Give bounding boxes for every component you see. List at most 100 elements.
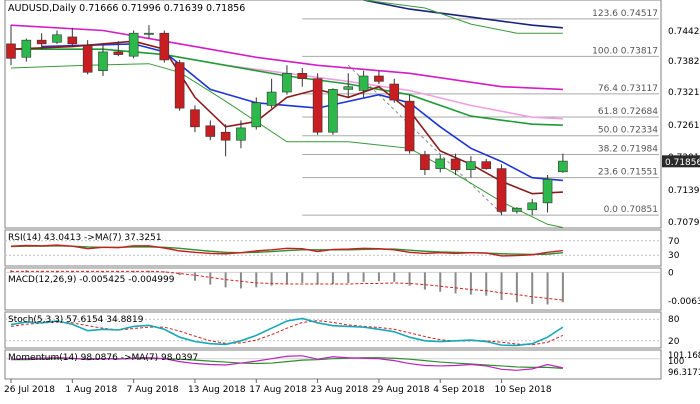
current-price-label: 0.71856	[665, 158, 700, 168]
date-label: 29 Aug 2018	[372, 385, 430, 395]
fib-label-5: 38.2 0.71984	[598, 144, 658, 154]
candle-body	[450, 158, 461, 170]
macd-pane-frame	[4, 267, 662, 311]
date-label: 23 Aug 2018	[311, 385, 369, 395]
candle-body	[435, 158, 446, 169]
candle	[128, 30, 139, 59]
candle-body	[21, 39, 32, 58]
macd-bar	[500, 272, 503, 301]
macd-bar	[331, 272, 334, 285]
candle-body	[128, 32, 139, 57]
candle-body	[328, 89, 338, 133]
macd-tick-label: -0.006331	[668, 297, 700, 307]
macd-bar	[377, 272, 380, 282]
price-tick-label: 0.74425	[668, 27, 700, 37]
date-label: 10 Sep 2018	[495, 385, 552, 395]
candle	[527, 199, 538, 216]
candle	[82, 40, 93, 75]
candle-body	[282, 73, 292, 93]
candle	[236, 120, 246, 149]
candle	[6, 25, 16, 66]
candle-body	[144, 32, 154, 35]
candle-body	[297, 73, 308, 79]
macd-bar	[408, 272, 411, 286]
macd-label: MACD(12,26,9) -0.005425 -0.004999	[8, 275, 175, 285]
macd-bar	[393, 272, 396, 282]
price-tick-label: 0.70795	[668, 218, 700, 228]
momentum-label: Momentum(14) 98.0876 ->MA(7) 98.0397	[8, 353, 198, 363]
macd-bar	[255, 272, 258, 288]
candle	[67, 27, 78, 47]
candle	[343, 73, 354, 98]
fib-label-2: 76.4 0.73117	[598, 84, 658, 94]
fib-label-4: 50.0 0.72334	[598, 126, 658, 136]
stoch-tick-label: 80	[668, 315, 680, 325]
macd-bar	[301, 272, 304, 283]
candle	[174, 59, 185, 111]
candle	[220, 124, 231, 157]
stoch-tick-label: 20	[668, 337, 680, 347]
rsi-pane-frame	[4, 229, 662, 267]
candle	[21, 38, 32, 62]
chart-title: AUDUSD,Daily 0.71666 0.71996 0.71639 0.7…	[8, 3, 245, 14]
candle-body	[67, 36, 78, 45]
macd-bar	[515, 272, 518, 303]
momentum-tick-label: 100	[668, 357, 684, 367]
fib-label-3: 61.8 0.72684	[598, 107, 658, 117]
macd-bar	[561, 272, 564, 303]
rsi-tick-label: 70	[668, 237, 680, 247]
macd-signal-line	[11, 270, 563, 301]
candle	[542, 175, 553, 213]
candle-body	[6, 43, 16, 59]
macd-bar	[423, 272, 426, 290]
macd-bar	[546, 272, 549, 305]
candle	[496, 164, 507, 216]
candle-body	[374, 75, 384, 82]
momentum-line	[10, 355, 564, 371]
candle-body	[512, 207, 522, 212]
candle	[358, 70, 369, 98]
candle	[389, 78, 400, 103]
stoch-d-line	[10, 320, 564, 346]
stoch-label: Stoch(5,3,3) 57.6154 34.8819	[8, 315, 144, 325]
macd-tick-label: 0	[668, 268, 674, 278]
candle-body	[174, 62, 185, 109]
candle	[404, 94, 415, 154]
ma-line-1	[10, 24, 563, 91]
macd-bar	[531, 272, 534, 304]
candle-body	[98, 51, 108, 71]
macd-bar	[362, 272, 365, 282]
candle	[558, 153, 568, 173]
macd-bar	[193, 272, 196, 281]
candle-body	[113, 51, 124, 55]
stoch-k-line	[10, 317, 564, 347]
date-label: 17 Aug 2018	[249, 385, 307, 395]
candle	[98, 43, 108, 76]
candle	[251, 97, 262, 130]
candle	[450, 153, 461, 176]
date-label: 13 Aug 2018	[188, 385, 246, 395]
fib-label-1: 100.0 0.73817	[592, 46, 658, 56]
candle-body	[389, 83, 400, 101]
ma-line-7	[10, 63, 564, 228]
macd-bar	[285, 272, 288, 285]
momentum-tick-label: 101.1682	[668, 351, 700, 361]
candle-body	[466, 161, 476, 170]
date-label: 1 Aug 2018	[65, 385, 117, 395]
rsi-label: RSI(14) 43.0413 ->MA(7) 37.3251	[8, 233, 162, 243]
candle	[36, 33, 47, 50]
macd-bar	[485, 272, 488, 296]
candle-body	[36, 39, 47, 45]
fib-label-7: 0.0 0.70851	[604, 205, 658, 215]
candle-body	[236, 127, 246, 141]
candle	[435, 154, 446, 173]
macd-bar	[347, 272, 350, 283]
ma-line-0	[363, 0, 563, 29]
candle	[328, 88, 338, 135]
candle	[420, 150, 430, 176]
candle-body	[343, 86, 354, 90]
candle-body	[558, 160, 568, 173]
